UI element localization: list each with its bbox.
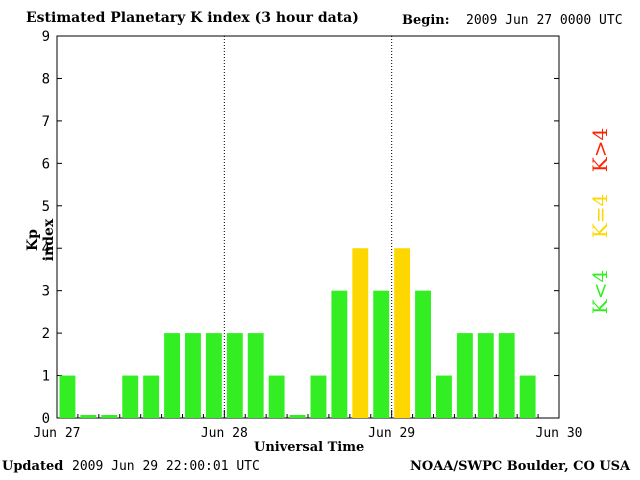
kp-bar <box>394 248 411 418</box>
kp-bar <box>205 333 222 418</box>
y-tick-label: 3 <box>42 284 50 300</box>
chart-title: Estimated Planetary K index (3 hour data… <box>26 10 359 26</box>
kp-bar <box>122 375 139 418</box>
y-tick-label: 4 <box>42 241 50 257</box>
begin-label: Begin: <box>402 13 450 28</box>
kp-bar <box>415 290 431 418</box>
kp-bar <box>373 290 390 418</box>
kp-bar <box>226 333 243 418</box>
legend-k-above-4: K>4 <box>588 127 612 173</box>
y-tick-label: 6 <box>42 156 50 172</box>
legend-k-below-4: K<4 <box>588 269 612 315</box>
kp-bar <box>247 333 264 418</box>
y-axis-label: Kp index <box>25 218 57 262</box>
updated-value: 2009 Jun 29 22:00:01 UTC <box>72 459 260 474</box>
kp-bar <box>310 375 327 418</box>
kp-bar <box>80 415 97 418</box>
y-tick-label: 5 <box>42 199 50 215</box>
kp-bar <box>143 375 160 418</box>
y-tick-label: 2 <box>42 326 50 342</box>
x-tick-label: Jun 27 <box>34 426 81 441</box>
kp-bar <box>456 333 473 418</box>
credit-text: NOAA/SWPC Boulder, CO USA <box>410 459 631 474</box>
y-tick-label: 8 <box>42 71 50 87</box>
legend-k-equal-4: K=4 <box>588 193 612 239</box>
kp-bar <box>477 333 494 418</box>
kp-bar <box>268 375 285 418</box>
updated-label: Updated <box>2 459 64 474</box>
y-tick-label: 9 <box>42 29 50 45</box>
x-tick-label: Jun 30 <box>536 426 583 441</box>
y-tick-label: 1 <box>42 369 50 385</box>
kp-bar <box>289 415 306 418</box>
kp-bar <box>519 375 536 418</box>
kp-bar <box>101 415 118 418</box>
kp-bar <box>164 333 180 418</box>
kp-bar <box>185 333 201 418</box>
kp-bar <box>498 333 515 418</box>
x-axis-label: Universal Time <box>254 440 365 455</box>
kp-bar <box>59 375 76 418</box>
kp-bar <box>352 248 369 418</box>
y-tick-label: 0 <box>42 411 50 427</box>
x-tick-label: Jun 28 <box>201 426 248 441</box>
x-tick-label: Jun 29 <box>368 426 415 441</box>
kp-bar <box>331 290 348 418</box>
y-tick-label: 7 <box>42 114 50 130</box>
kp-bar <box>436 375 452 418</box>
begin-value: 2009 Jun 27 0000 UTC <box>466 13 623 28</box>
